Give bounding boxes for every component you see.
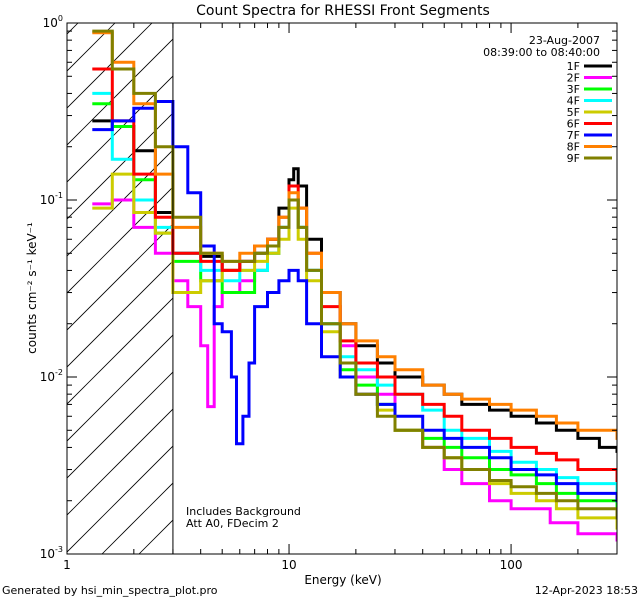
legend-label-4F: 4F bbox=[567, 95, 580, 108]
hatch-line bbox=[67, 23, 79, 35]
series-line-7F bbox=[92, 100, 617, 503]
y-axis-ticks: 100 10-1 10-2 10-3 bbox=[40, 14, 617, 561]
y-tick-label: 100 bbox=[43, 14, 63, 30]
y-tick-label: 10-2 bbox=[40, 368, 63, 384]
y-tick-label: 10-1 bbox=[40, 191, 63, 207]
hatch-line bbox=[67, 223, 173, 331]
legend-label-9F: 9F bbox=[567, 152, 580, 165]
annotation-attenuator: Att A0, FDecim 2 bbox=[186, 517, 279, 530]
y-axis-label: counts cm⁻² s⁻¹ keV⁻¹ bbox=[25, 222, 39, 354]
attenuator-hatch-region bbox=[67, 23, 173, 554]
chart-title: Count Spectra for RHESSI Front Segments bbox=[196, 3, 490, 19]
x-tick-label: 100 bbox=[500, 558, 523, 572]
series-group bbox=[92, 29, 617, 542]
plot-frame bbox=[66, 22, 618, 555]
hatch-line bbox=[67, 38, 173, 146]
hatch-line bbox=[67, 23, 153, 109]
legend-label-7F: 7F bbox=[567, 129, 580, 142]
hatch-line bbox=[67, 186, 173, 294]
hatch-line bbox=[67, 445, 173, 553]
x-tick-label: 1 bbox=[63, 558, 71, 572]
legend-date: 23-Aug-2007 bbox=[529, 34, 600, 47]
hatch-line bbox=[67, 260, 173, 368]
hatch-line bbox=[67, 408, 173, 516]
y-tick-label: 10-3 bbox=[40, 545, 63, 561]
legend-label-8F: 8F bbox=[567, 141, 580, 154]
footer-generated-by: Generated by hsi_min_spectra_plot.pro bbox=[2, 584, 218, 597]
footer-timestamp: 12-Apr-2023 18:53 bbox=[535, 584, 638, 597]
hatch-line bbox=[67, 371, 173, 479]
annotation-background: Includes Background bbox=[186, 505, 301, 518]
x-axis-ticks: 1 10 100 bbox=[63, 23, 618, 572]
series-line-9F bbox=[92, 29, 617, 520]
hatch-line bbox=[67, 75, 173, 183]
legend-label-5F: 5F bbox=[567, 106, 580, 119]
legend-label-2F: 2F bbox=[567, 72, 580, 85]
legend-label-3F: 3F bbox=[567, 83, 580, 96]
legend-label-6F: 6F bbox=[567, 118, 580, 131]
legend-label-1F: 1F bbox=[567, 60, 580, 73]
x-tick-label: 10 bbox=[281, 558, 296, 572]
x-axis-label: Energy (keV) bbox=[304, 573, 381, 587]
legend-time-range: 08:39:00 to 08:40:00 bbox=[483, 46, 600, 59]
